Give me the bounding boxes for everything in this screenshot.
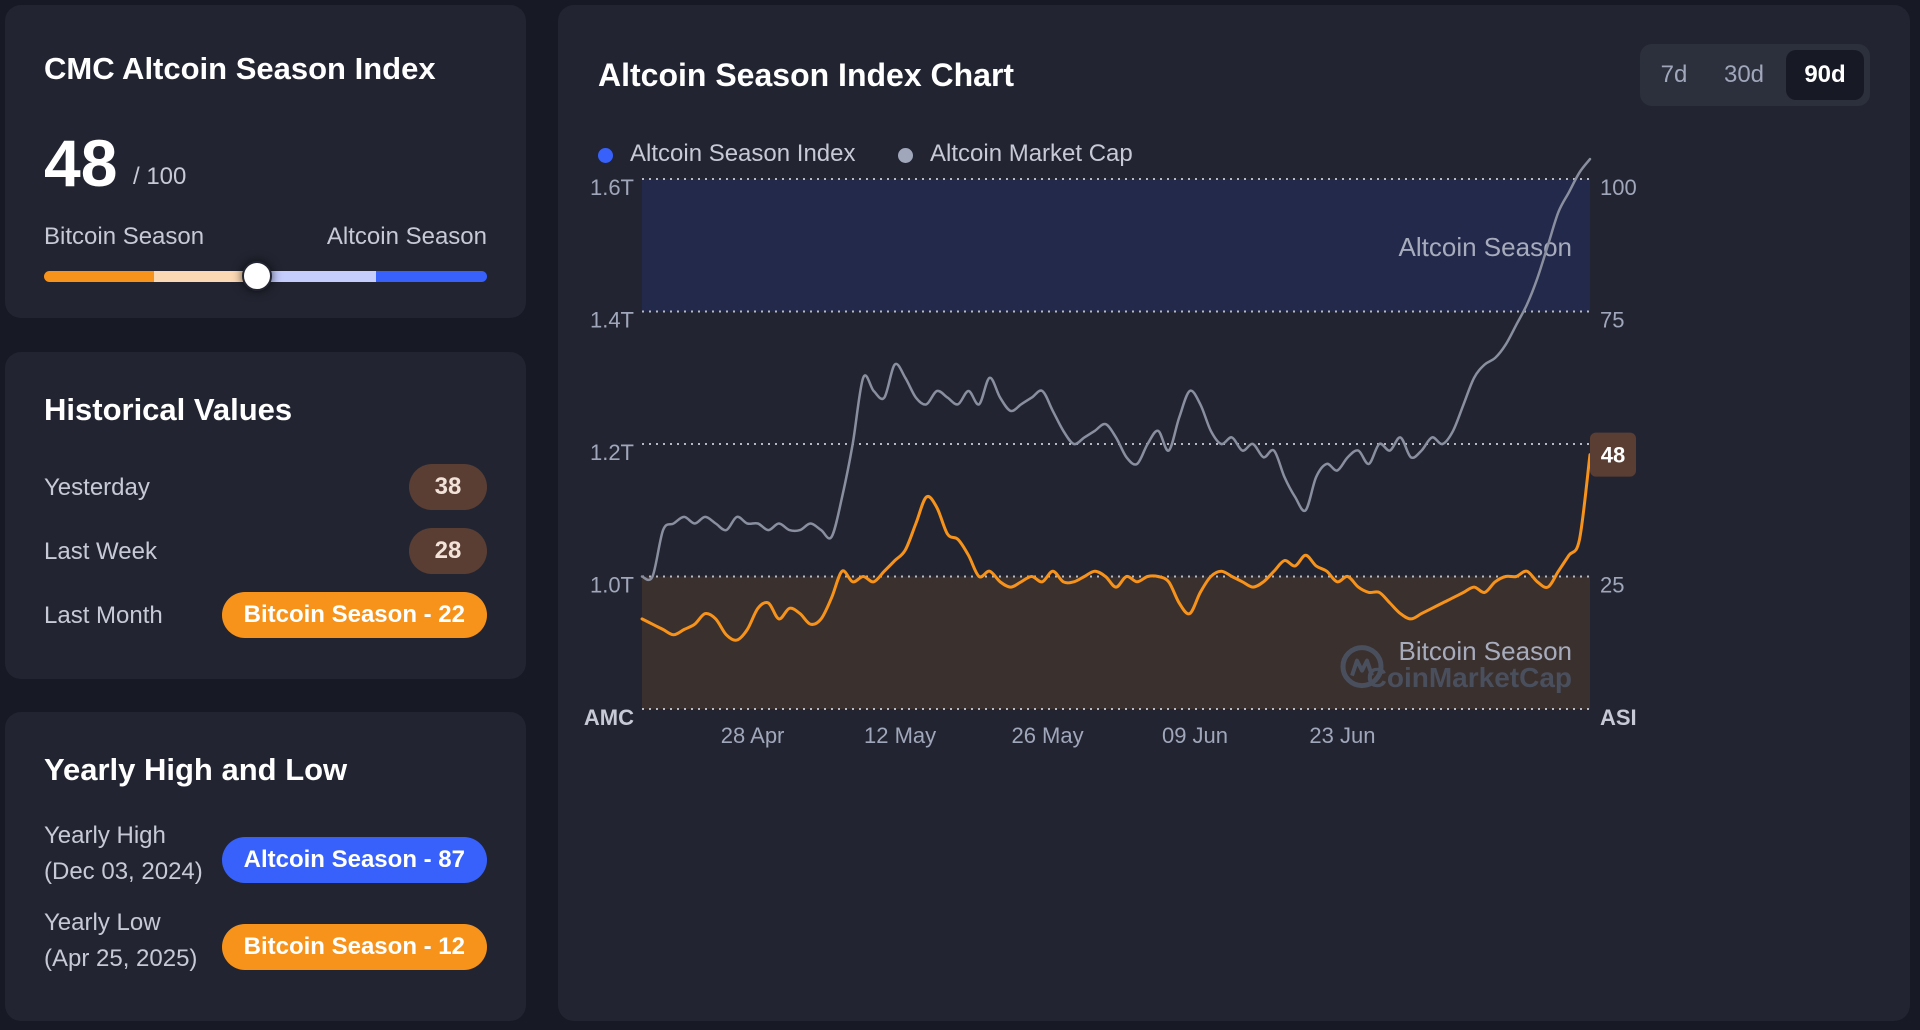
altcoin-season-index-card: CMC Altcoin Season Index 48 / 100 Bitcoi…: [5, 5, 526, 318]
history-row-last-month: Last Month Bitcoin Season - 22: [44, 592, 487, 638]
legend-label: Altcoin Season Index: [630, 140, 856, 167]
logo-ring: [1340, 645, 1384, 689]
altcoin-season-label: Altcoin Season: [326, 223, 487, 250]
altcoin-market-cap-line: [640, 157, 1592, 582]
altcoin-season-band: [642, 179, 1590, 312]
right-axis-tick-label: 100: [1600, 175, 1637, 200]
right-axis-tick-label: 75: [1600, 308, 1624, 333]
legend-dot: [598, 148, 613, 163]
coinmarketcap-logo-icon: [1340, 645, 1384, 689]
yearly-high-date: (Dec 03, 2024): [44, 858, 203, 885]
yearly-title: Yearly High and Low: [44, 752, 348, 787]
history-row-yesterday: Yesterday 38: [44, 464, 487, 510]
left-axis-tick-label: 1.4T: [590, 308, 634, 333]
x-axis-tick-label: 23 Jun: [1309, 723, 1375, 748]
bitcoin-season-label: Bitcoin Season: [44, 223, 205, 250]
x-axis-tick-label: 28 Apr: [721, 723, 785, 748]
altcoin-season-zone-label: Altcoin Season: [1399, 232, 1572, 262]
yearly-high-badge: Altcoin Season - 87: [221, 837, 487, 883]
gauge-segment: [265, 271, 376, 282]
legend-altcoin-market-cap[interactable]: Altcoin Market Cap: [898, 140, 1133, 168]
gauge-segment: [376, 271, 487, 282]
right-axis-title: ASI: [1600, 705, 1637, 730]
yearly-high-label: Yearly High: [44, 822, 166, 849]
x-axis-tick-label: 12 May: [864, 723, 936, 748]
chart-title: Altcoin Season Index Chart: [598, 57, 1015, 93]
index-line-chart: Altcoin Season Bitcoin Season CoinMarket…: [584, 157, 1637, 748]
historical-title: Historical Values: [44, 392, 293, 427]
yearly-high-low-card: Yearly High and Low Yearly High (Dec 03,…: [5, 712, 526, 1021]
yearly-low-badge: Bitcoin Season - 12: [221, 924, 487, 970]
index-max: / 100: [133, 163, 187, 190]
index-value: 48: [44, 126, 118, 200]
legend-dot: [898, 148, 913, 163]
left-axis-tick-label: 1.0T: [590, 573, 634, 598]
yearly-low-label: Yearly Low: [44, 909, 161, 936]
index-chart-card: Altcoin Season Index Chart 7d 30d 90d Al…: [558, 5, 1910, 1021]
history-value-badge: Bitcoin Season - 22: [221, 592, 487, 638]
legend-altcoin-season-index[interactable]: Altcoin Season Index: [598, 140, 855, 168]
altcoin-season-index-line: [640, 453, 1592, 642]
coinmarketcap-watermark: CoinMarketCap: [1340, 645, 1572, 693]
gauge-segment: [154, 271, 265, 282]
time-range-selector: 7d 30d 90d: [1640, 44, 1870, 106]
x-axis-tick-label: 26 May: [1011, 723, 1083, 748]
current-value-badge: 48: [1590, 432, 1636, 477]
bitcoin-season-zone-label: Bitcoin Season: [1399, 636, 1572, 666]
season-gauge: [44, 261, 487, 291]
history-label: Yesterday: [44, 474, 150, 501]
current-value-badge-text: 48: [1601, 443, 1625, 468]
gauge-indicator: [241, 261, 272, 291]
history-label: Last Month: [44, 602, 163, 629]
bitcoin-season-band: [642, 576, 1590, 709]
legend-label: Altcoin Market Cap: [930, 140, 1133, 167]
logo-mark: [1350, 658, 1374, 677]
history-row-last-week: Last Week 28: [44, 528, 487, 574]
watermark-text: CoinMarketCap: [1367, 662, 1572, 693]
range-button-90d[interactable]: 90d: [1786, 50, 1864, 100]
left-axis-tick-label: 1.2T: [590, 440, 634, 465]
yearly-low-date: (Apr 25, 2025): [44, 945, 198, 972]
left-axis-tick-label: 1.6T: [590, 175, 634, 200]
historical-values-card: Historical Values Yesterday 38 Last Week…: [5, 352, 526, 679]
gauge-segment: [44, 271, 154, 282]
index-card-title: CMC Altcoin Season Index: [44, 51, 436, 86]
history-value-badge: 28: [409, 528, 487, 574]
range-button-7d[interactable]: 7d: [1660, 61, 1688, 88]
current-value-badge-box: [1590, 432, 1636, 477]
left-axis-title: AMC: [584, 705, 634, 730]
x-axis-tick-label: 09 Jun: [1162, 723, 1228, 748]
history-value-badge: 38: [409, 464, 487, 510]
right-axis-tick-label: 25: [1600, 573, 1624, 598]
history-label: Last Week: [44, 538, 157, 565]
range-button-30d[interactable]: 30d: [1723, 61, 1765, 88]
